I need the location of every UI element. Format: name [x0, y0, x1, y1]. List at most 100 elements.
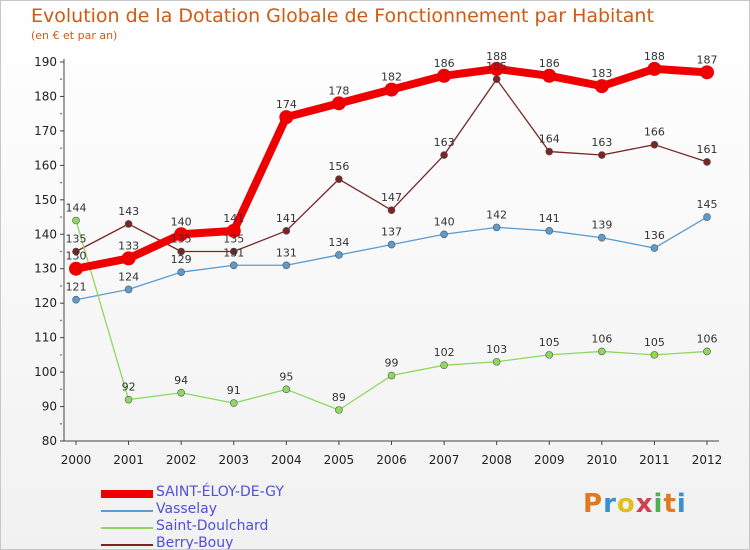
y-tick-label: 170 [34, 124, 57, 138]
y-minor-tick [60, 181, 62, 184]
point-vasselay [650, 244, 659, 252]
y-tick-label: 180 [34, 89, 57, 103]
data-label-saint-doulchard: 95 [279, 370, 293, 383]
point-berry-bouy [440, 151, 448, 159]
y-minor-tick [60, 78, 62, 81]
legend-swatch-saint-doulchard [101, 526, 153, 529]
point-saint-doulchard [282, 385, 291, 394]
legend-label-saint-doulchard: Saint-Doulchard [156, 518, 269, 534]
data-label-vasselay: 121 [66, 281, 87, 294]
point-saint-eloy-de-gy [700, 65, 714, 80]
series-line-saint-doulchard [75, 219, 708, 411]
point-berry-bouy [387, 206, 396, 214]
point-saint-doulchard [598, 347, 606, 356]
data-label-saint-eloy-de-gy: 183 [591, 67, 612, 80]
point-saint-eloy-de-gy [384, 82, 399, 97]
data-label-saint-eloy-de-gy: 141 [223, 212, 244, 225]
data-label-berry-bouy: 166 [644, 126, 665, 139]
y-tick-label: 160 [34, 158, 57, 172]
point-berry-bouy [177, 247, 185, 256]
chart-title: Evolution de la Dotation Globale de Fonc… [31, 5, 654, 27]
data-label-berry-bouy: 185 [486, 60, 507, 73]
x-tick-label: 2005 [324, 453, 355, 467]
data-label-saint-doulchard: 106 [697, 332, 718, 345]
point-saint-eloy-de-gy [69, 261, 83, 276]
y-minor-tick [60, 285, 62, 287]
data-label-vasselay: 131 [276, 246, 297, 259]
data-label-saint-doulchard: 105 [644, 336, 665, 349]
proxiti-logo[interactable]: Proxiti [583, 489, 687, 519]
point-berry-bouy [72, 247, 80, 256]
data-label-vasselay: 136 [644, 229, 665, 242]
point-berry-bouy [598, 151, 606, 159]
point-berry-bouy [229, 247, 238, 256]
data-label-saint-eloy-de-gy: 140 [171, 215, 192, 228]
data-label-saint-doulchard: 105 [539, 336, 560, 349]
point-saint-doulchard [124, 395, 133, 404]
point-saint-eloy-de-gy [647, 61, 662, 76]
point-saint-doulchard [387, 371, 396, 380]
data-label-saint-eloy-de-gy: 178 [328, 84, 349, 97]
data-label-vasselay: 131 [223, 246, 244, 259]
x-tick-label: 2007 [429, 453, 460, 467]
y-tick-label: 90 [42, 400, 57, 414]
data-label-vasselay: 145 [697, 198, 718, 211]
point-vasselay [72, 295, 80, 304]
point-vasselay [229, 261, 238, 270]
y-tick-label: 120 [34, 296, 57, 310]
data-label-saint-eloy-de-gy: 174 [276, 98, 297, 111]
x-tick-label: 2006 [376, 453, 407, 467]
data-label-berry-bouy: 161 [697, 143, 718, 156]
data-label-berry-bouy: 163 [434, 136, 455, 149]
data-label-vasselay: 141 [539, 212, 560, 225]
x-tick-label: 2002 [166, 453, 197, 467]
point-saint-eloy-de-gy [226, 223, 241, 238]
data-label-berry-bouy: 147 [381, 191, 402, 204]
point-vasselay [703, 213, 711, 221]
point-vasselay [335, 251, 343, 259]
x-tick-label: 2008 [481, 453, 512, 467]
x-tick-label: 2003 [218, 453, 249, 467]
legend-label-berry-bouy: Berry-Bouy [156, 535, 234, 550]
y-tick-label: 190 [34, 55, 57, 69]
data-label-saint-doulchard: 103 [486, 343, 507, 356]
point-vasselay [282, 261, 291, 270]
data-label-berry-bouy: 141 [276, 212, 297, 225]
data-label-berry-bouy: 135 [171, 233, 192, 246]
legend-label-vasselay: Vasselay [156, 501, 218, 517]
x-tick-label: 2010 [587, 453, 618, 467]
data-label-saint-eloy-de-gy: 186 [539, 57, 560, 70]
data-label-saint-doulchard: 99 [385, 357, 399, 370]
point-saint-doulchard [72, 216, 80, 225]
x-tick-label: 2011 [639, 453, 670, 467]
legend-item-berry-bouy: Berry-Bouy [101, 535, 381, 550]
point-saint-doulchard [545, 351, 554, 359]
data-label-berry-bouy: 135 [66, 233, 87, 246]
point-vasselay [492, 223, 501, 232]
point-berry-bouy [650, 140, 659, 149]
data-label-berry-bouy: 164 [539, 133, 560, 146]
y-minor-tick [60, 250, 62, 253]
point-saint-eloy-de-gy [437, 68, 452, 83]
point-saint-doulchard [703, 347, 711, 356]
legend-label-saint-eloy-de-gy: SAINT-ÉLOY-DE-GY [156, 484, 284, 500]
data-label-saint-doulchard: 94 [174, 374, 188, 387]
y-minor-tick [60, 422, 62, 425]
point-saint-eloy-de-gy [331, 96, 346, 111]
y-tick-label: 140 [34, 227, 57, 241]
data-label-vasselay: 142 [486, 208, 507, 221]
point-saint-eloy-de-gy [279, 110, 294, 125]
x-tick-label: 2012 [692, 453, 723, 467]
data-label-vasselay: 137 [381, 226, 402, 239]
data-label-berry-bouy: 143 [118, 205, 139, 218]
y-minor-tick [60, 388, 62, 391]
data-label-saint-doulchard: 91 [227, 384, 241, 397]
point-saint-doulchard [492, 357, 501, 366]
data-label-saint-eloy-de-gy: 187 [697, 53, 718, 66]
point-saint-doulchard [177, 388, 185, 397]
point-saint-doulchard [335, 406, 343, 414]
data-label-saint-doulchard: 106 [591, 332, 612, 345]
data-label-vasselay: 139 [591, 219, 612, 232]
legend-item-saint-eloy-de-gy: SAINT-ÉLOY-DE-GY [101, 484, 381, 502]
